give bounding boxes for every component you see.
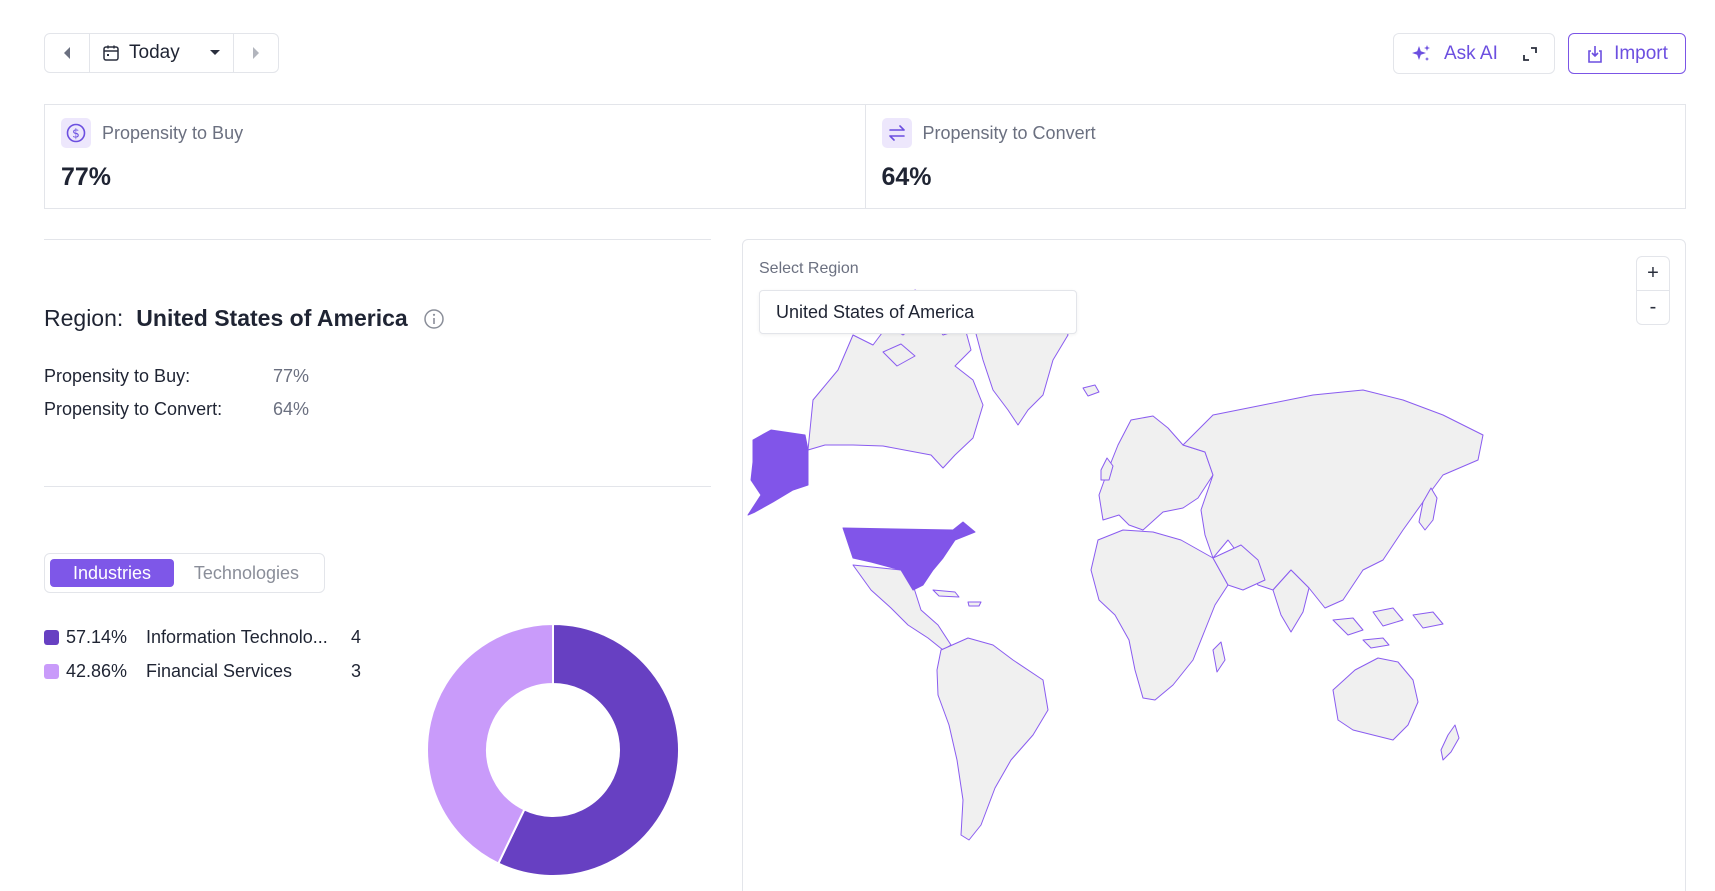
region-select-input[interactable]: United States of America [759,290,1077,334]
zoom-in-button[interactable]: + [1647,262,1659,284]
map-region-africa [1090,529,1229,701]
kpi-propensity-to-buy: $ Propensity to Buy 77% [45,105,865,208]
map-region-australia [1332,657,1419,741]
stat-label: Propensity to Convert: [44,399,223,419]
map-region-canada [807,314,984,469]
tab-industries[interactable]: Industries [50,559,174,587]
map-region-new-zealand [1440,724,1460,761]
world-map[interactable] [743,240,1686,891]
legend-name: Information Technolo... [146,627,328,647]
map-region-india [1272,569,1310,633]
legend-percent: 42.86% [66,661,128,681]
map-region-asia [1182,389,1484,609]
date-range-select[interactable]: Today [90,34,233,72]
previous-date-button[interactable] [45,34,90,72]
region-name: United States of America [136,305,408,331]
import-label: Import [1614,42,1668,64]
svg-text:$: $ [72,127,80,141]
divider [44,239,711,240]
map-region-japan [1418,487,1438,531]
breakdown-tabs: Industries Technologies [44,553,325,593]
map-zoom-controls: + - [1636,256,1670,325]
legend-count: 4 [351,627,362,647]
tab-technologies[interactable]: Technologies [193,562,299,583]
caret-down-icon [210,50,220,55]
triangle-left-icon [64,47,70,59]
legend-item: 42.86% Financial Services 3 [44,661,361,682]
map-region-southeast-asia [1332,607,1444,649]
ask-ai-label: Ask AI [1444,42,1498,64]
triangle-right-icon [253,47,259,59]
legend-count: 3 [351,661,362,681]
kpi-value: 77% [61,163,112,191]
map-region-caribbean [932,589,982,607]
legend-swatch [44,630,59,645]
map-region-uk [1100,457,1114,481]
kpi-propensity-to-convert: Propensity to Convert 64% [864,105,1686,208]
ask-ai-button[interactable]: Ask AI [1393,33,1555,74]
zoom-out-button[interactable]: - [1637,290,1669,324]
stat-propensity-to-convert: Propensity to Convert: 64% [44,399,309,420]
legend-name: Financial Services [146,661,293,681]
legend-item: 57.14% Information Technolo... 4 [44,627,361,648]
donut-slice-1[interactable] [426,622,554,865]
stat-label: Propensity to Buy: [44,366,191,386]
divider [44,486,711,487]
expand-icon[interactable] [1522,46,1538,62]
industries-donut-chart [426,622,680,877]
map-region-alaska [747,429,809,516]
select-region-label: Select Region [759,260,859,277]
map-region-arabia [1212,544,1266,591]
map-region-south-america [936,637,1049,841]
sparkles-icon [1412,44,1430,61]
dollar-circle-icon: $ [61,118,91,148]
stat-propensity-to-buy: Propensity to Buy: 77% [44,366,309,387]
region-map-panel: Select Region United States of America +… [742,239,1686,891]
map-region-united-states [842,521,976,591]
stat-value: 64% [273,399,310,419]
map-region-iceland [1082,384,1100,397]
import-icon [1588,45,1602,63]
stat-value: 77% [273,366,310,386]
date-select-label: Today [129,42,180,63]
kpi-label: Propensity to Convert [922,122,1096,143]
region-label: Region: [44,305,124,331]
kpi-label: Propensity to Buy [102,122,244,143]
map-region-mexico [852,564,952,651]
kpi-cards: $ Propensity to Buy 77% Propensity to Co… [44,104,1686,209]
swap-arrows-icon [881,118,912,148]
next-date-button[interactable] [233,34,278,72]
calendar-icon [103,45,119,61]
legend-percent: 57.14% [66,627,128,647]
kpi-value: 64% [881,163,932,191]
map-region-madagascar [1212,641,1226,673]
legend-swatch [44,664,59,679]
date-navigator: Today [44,33,279,73]
info-icon[interactable] [423,308,445,330]
donut-slice-0[interactable] [496,622,680,877]
region-heading: Region: United States of America [44,305,445,332]
import-button[interactable]: Import [1568,33,1686,74]
